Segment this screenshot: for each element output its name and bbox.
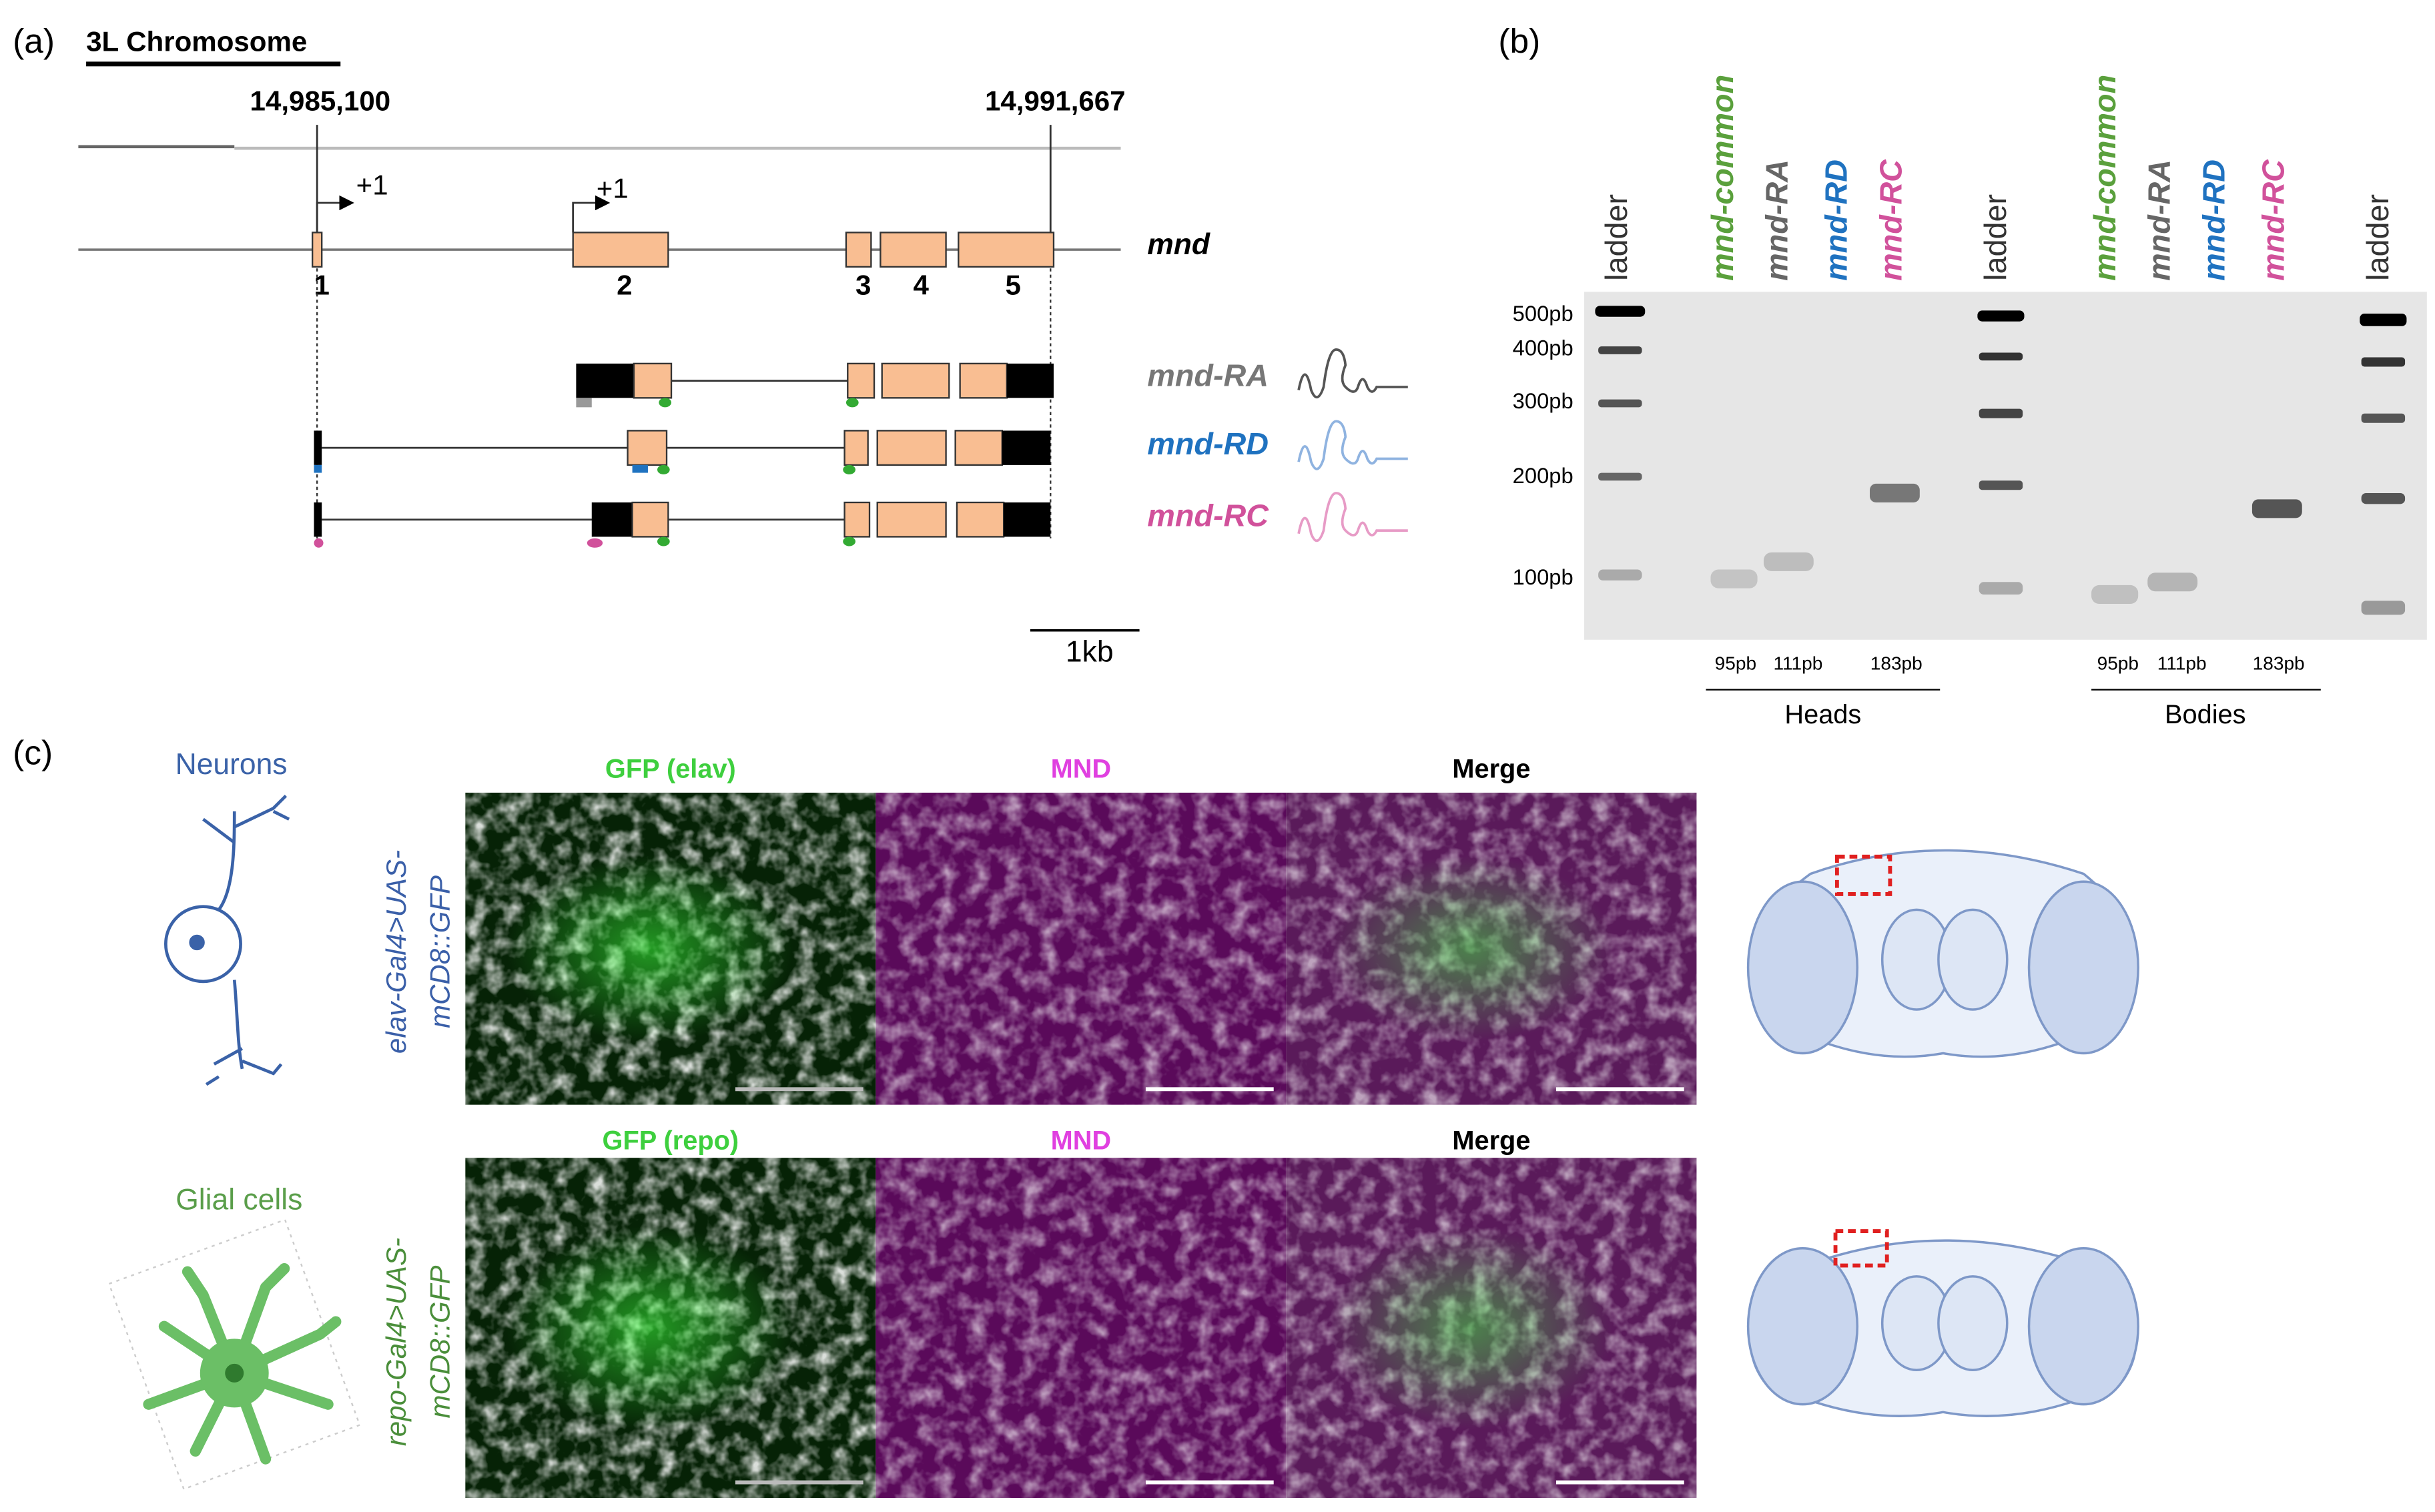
lane-label: mnd-RC bbox=[2255, 159, 2290, 281]
lane-label: mnd-RD bbox=[1819, 159, 1854, 281]
texture-layer bbox=[876, 792, 1287, 1105]
texture-layer bbox=[876, 1158, 1287, 1498]
glia-icon bbox=[107, 1218, 361, 1491]
group-label: Bodies bbox=[2165, 700, 2246, 729]
lane-label: ladder bbox=[1599, 194, 1634, 281]
ladder-size: 100pb bbox=[1513, 564, 1574, 589]
exon-number: 3 bbox=[855, 269, 871, 300]
lane-label: mnd-RA bbox=[2142, 159, 2177, 281]
transcript-label: mnd-RA bbox=[1147, 358, 1269, 392]
exon-number: 2 bbox=[617, 269, 632, 300]
driver: elav-Gal4>UAS- bbox=[380, 850, 412, 1054]
driver: mCD8::GFP bbox=[424, 875, 455, 1028]
driver: mCD8::GFP bbox=[424, 1266, 455, 1419]
panel-b: (b) Heads Bodies ladder mnd-common mnd-RA m… bbox=[1498, 21, 2427, 729]
signal bbox=[506, 1226, 794, 1430]
panel-a: (a) 3L Chromosome 14,985,100 14,991,667 … bbox=[13, 21, 1408, 669]
product-size: 95pb bbox=[2097, 653, 2139, 674]
lane-label: mnd-common bbox=[1705, 75, 1740, 281]
ladder-size: 300pb bbox=[1513, 388, 1574, 413]
transcript-rd bbox=[314, 430, 1051, 474]
coord: 14,991,667 bbox=[985, 85, 1126, 116]
exon-number: 1 bbox=[314, 269, 330, 300]
image-title: GFP (repo) bbox=[603, 1126, 739, 1155]
image-title: Merge bbox=[1452, 755, 1530, 784]
brain-diagrams bbox=[1746, 849, 2139, 1417]
chromosome-label: 3L Chromosome bbox=[86, 26, 307, 57]
lane-label: mnd-RA bbox=[1760, 159, 1794, 281]
scale-label: 1kb bbox=[1066, 636, 1114, 669]
tss-arrow bbox=[572, 195, 611, 233]
tss-arrow bbox=[316, 195, 354, 233]
rna-icon bbox=[1297, 348, 1408, 399]
product-size: 95pb bbox=[1715, 653, 1756, 674]
lane-label: mnd-RC bbox=[1873, 159, 1908, 281]
product-size: 111pb bbox=[1774, 653, 1823, 674]
image-title: MND bbox=[1051, 755, 1112, 784]
coord: 14,985,100 bbox=[250, 85, 391, 116]
signal bbox=[506, 855, 794, 1043]
panel-c: (c) Neurons Glial cells elav-Gal4>UAS-mC… bbox=[13, 733, 2139, 1498]
panel-label: (b) bbox=[1498, 21, 1540, 60]
driver: repo-Gal4>UAS- bbox=[380, 1238, 412, 1446]
lane-label: mnd-RD bbox=[2196, 159, 2231, 281]
product-size: 183pb bbox=[1870, 653, 1923, 674]
exons bbox=[312, 232, 1055, 268]
rna-icon bbox=[1297, 420, 1408, 470]
lane-label: ladder bbox=[1978, 194, 2013, 281]
texture bbox=[876, 1158, 1287, 1498]
transcript-ra bbox=[576, 362, 1054, 408]
transcript-rc bbox=[314, 501, 1051, 548]
product-size: 183pb bbox=[2253, 653, 2305, 674]
neuron-icon bbox=[164, 794, 290, 1086]
cell-type: Glial cells bbox=[176, 1183, 302, 1216]
ladder-size: 400pb bbox=[1513, 335, 1574, 360]
group-label: Heads bbox=[1784, 700, 1861, 729]
cell-type: Neurons bbox=[176, 748, 288, 781]
panel-label: (c) bbox=[13, 733, 53, 771]
panel-label: (a) bbox=[13, 21, 55, 60]
bands bbox=[1595, 306, 2407, 615]
tss-label: +1 bbox=[356, 169, 388, 201]
gene-name: mnd bbox=[1147, 228, 1210, 261]
image-title: Merge bbox=[1452, 1126, 1530, 1155]
ladder-size: 200pb bbox=[1513, 463, 1574, 488]
transcript-label: mnd-RD bbox=[1147, 426, 1269, 461]
signal bbox=[1327, 1226, 1615, 1430]
image-title: GFP (elav) bbox=[605, 755, 736, 784]
ladder-size: 500pb bbox=[1513, 301, 1574, 326]
texture bbox=[876, 792, 1287, 1105]
transcript-label: mnd-RC bbox=[1147, 498, 1269, 533]
tss-label: +1 bbox=[597, 172, 629, 204]
exon-number: 4 bbox=[913, 269, 929, 300]
rna-icon bbox=[1297, 492, 1408, 542]
exon-number: 5 bbox=[1005, 269, 1020, 300]
product-size: 111pb bbox=[2157, 653, 2207, 674]
image-title: MND bbox=[1051, 1126, 1112, 1155]
lane-label: ladder bbox=[2360, 194, 2395, 281]
lane-label: mnd-common bbox=[2087, 75, 2122, 281]
signal bbox=[1327, 855, 1615, 1043]
